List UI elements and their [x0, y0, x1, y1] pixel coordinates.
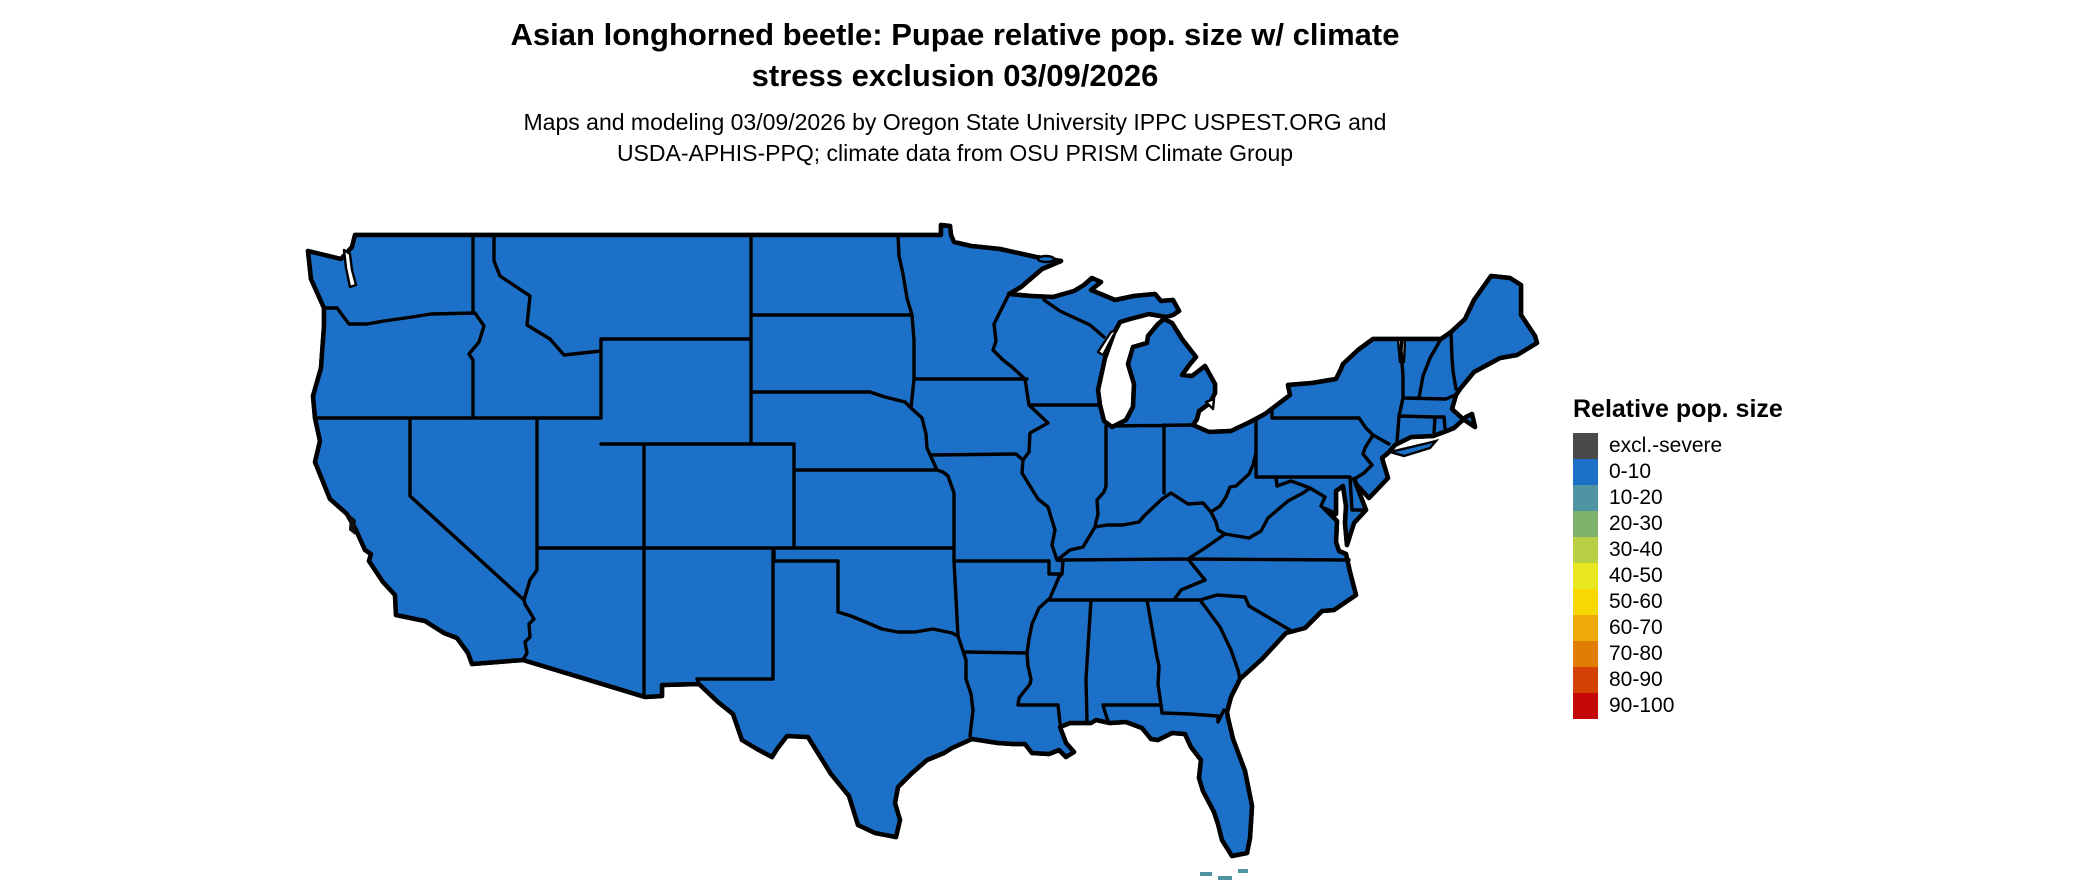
- legend-item: 90-100: [1565, 693, 1783, 719]
- title-block: Asian longhorned beetle: Pupae relative …: [0, 14, 1910, 169]
- legend-item: 80-90: [1565, 667, 1783, 693]
- legend-swatch-30-40: [1573, 537, 1598, 563]
- map-title-line1: Asian longhorned beetle: Pupae relative …: [510, 17, 1400, 52]
- san-francisco-bay: [349, 515, 356, 535]
- legend-label: 10-20: [1609, 486, 1663, 509]
- legend-item: 10-20: [1565, 485, 1783, 511]
- legend-label: 40-50: [1609, 564, 1663, 587]
- legend-label: 50-60: [1609, 590, 1663, 613]
- legend-item: 40-50: [1565, 563, 1783, 589]
- legend-swatch-0-10: [1573, 459, 1598, 485]
- map-subtitle-line2: USDA-APHIS-PPQ; climate data from OSU PR…: [616, 140, 1294, 166]
- legend-label: 80-90: [1609, 668, 1663, 691]
- coastline: [308, 225, 1537, 856]
- legend-swatch-50-60: [1573, 589, 1598, 615]
- lake-st-clair: [1204, 397, 1216, 411]
- florida-keys: [1200, 869, 1248, 880]
- legend-label: 0-10: [1609, 460, 1652, 483]
- legend-item: 50-60: [1565, 589, 1783, 615]
- legend-label: 30-40: [1609, 538, 1663, 561]
- legend-swatch-40-50: [1573, 563, 1598, 589]
- legend-label: excl.-severe: [1609, 434, 1723, 457]
- legend-swatch-60-70: [1573, 615, 1598, 641]
- isle-royale: [1036, 254, 1056, 264]
- legend-swatch-70-80: [1573, 641, 1598, 667]
- legend-swatch-20-30: [1573, 511, 1598, 537]
- map-subtitle-line1: Maps and modeling 03/09/2026 by Oregon S…: [523, 109, 1387, 135]
- legend-item: 70-80: [1565, 641, 1783, 667]
- legend-item: 60-70: [1565, 615, 1783, 641]
- legend-swatch-80-90: [1573, 667, 1598, 693]
- state-borders: [313, 233, 1458, 738]
- legend: Relative pop. size excl.-severe 0-10 10-20…: [1565, 395, 1783, 719]
- legend-label: 20-30: [1609, 512, 1663, 535]
- legend-swatch-90-100: [1573, 693, 1598, 719]
- legend-label: 70-80: [1609, 642, 1663, 665]
- legend-label: 90-100: [1609, 694, 1675, 717]
- legend-title: Relative pop. size: [1573, 395, 1783, 423]
- legend-swatch-10-20: [1573, 485, 1598, 511]
- long-island: [1385, 438, 1440, 458]
- legend-label: 60-70: [1609, 616, 1663, 639]
- legend-item: excl.-severe: [1565, 433, 1783, 459]
- map-title-line2: stress exclusion 03/09/2026: [751, 58, 1159, 93]
- legend-item: 0-10: [1565, 459, 1783, 485]
- subtitle-block: Maps and modeling 03/09/2026 by Oregon S…: [0, 107, 1910, 169]
- green-bay: [1096, 328, 1119, 357]
- legend-item: 30-40: [1565, 537, 1783, 563]
- puget-sound: [342, 248, 358, 289]
- legend-items: excl.-severe 0-10 10-20 20-30 30-40 40-50 50-6…: [1565, 433, 1783, 719]
- legend-item: 20-30: [1565, 511, 1783, 537]
- legend-swatch-excl.-severe: [1573, 433, 1598, 459]
